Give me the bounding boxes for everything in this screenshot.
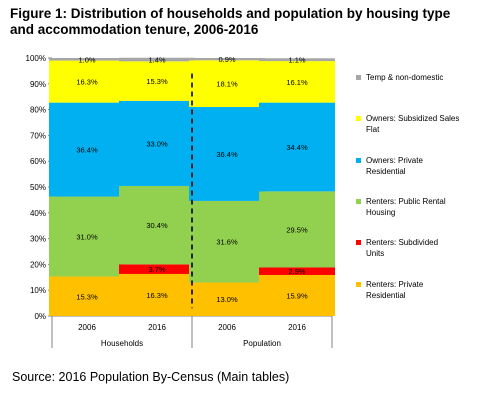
y-tick-label: 40% bbox=[30, 209, 46, 218]
y-tick-label: 60% bbox=[30, 157, 46, 166]
data-label: 36.4% bbox=[216, 150, 238, 159]
legend-swatch bbox=[356, 116, 361, 121]
bar-segment bbox=[259, 61, 335, 103]
data-label: 15.3% bbox=[146, 77, 168, 86]
legend-swatch bbox=[356, 158, 361, 163]
x-tick-label: 2006 bbox=[218, 323, 236, 332]
bar-segment bbox=[119, 185, 195, 265]
bar-segment bbox=[49, 102, 125, 197]
legend-label: Owners: Private Residential bbox=[366, 156, 423, 176]
data-label: 1.1% bbox=[288, 56, 305, 65]
y-tick-label: 70% bbox=[30, 131, 46, 140]
data-label: 29.5% bbox=[286, 225, 308, 234]
legend-label: Renters: Public Rental Housing bbox=[366, 197, 446, 217]
bar-segment bbox=[259, 274, 335, 316]
data-label: 1.0% bbox=[78, 55, 95, 64]
data-label: 34.4% bbox=[286, 143, 308, 152]
data-label: 33.0% bbox=[146, 139, 168, 148]
source-note: Source: 2016 Population By-Census (Main … bbox=[12, 370, 290, 384]
data-label: 0.9% bbox=[218, 55, 235, 64]
bar-segment bbox=[189, 282, 265, 316]
stacked-bar-chart: 0% 10% 20% 30% 40% 50% 60% 70% 80% 90% 100% 15.3% 31… bbox=[26, 54, 459, 348]
bar-segment bbox=[259, 191, 335, 268]
bar-segment bbox=[119, 264, 195, 274]
bar-segment bbox=[189, 107, 265, 201]
data-label: 16.1% bbox=[286, 78, 308, 87]
legend-label: Renters: Subdivided Units bbox=[366, 238, 438, 258]
legend-swatch bbox=[356, 199, 361, 204]
legend-swatch bbox=[356, 75, 361, 80]
bar-segment bbox=[119, 273, 195, 316]
x-tick-label: 2006 bbox=[78, 323, 96, 332]
data-label: 15.3% bbox=[76, 292, 98, 301]
bar-segment bbox=[189, 200, 265, 283]
group-label: Households bbox=[101, 339, 143, 348]
y-tick-label: 50% bbox=[30, 183, 46, 192]
data-label: 30.4% bbox=[146, 221, 168, 230]
data-label: 16.3% bbox=[76, 78, 98, 87]
bar-segment bbox=[119, 57, 195, 62]
y-tick-label: 90% bbox=[30, 80, 46, 89]
y-tick-label: 100% bbox=[26, 54, 46, 63]
legend-label: Temp & non-domestic bbox=[366, 73, 443, 82]
legend-swatch bbox=[356, 282, 361, 287]
data-label: 2.9% bbox=[288, 267, 305, 276]
bar-segment bbox=[49, 196, 125, 277]
chart-title: Figure 1: Distribution of households and… bbox=[10, 6, 451, 37]
group-label: Population bbox=[243, 339, 281, 348]
x-tick-label: 2016 bbox=[288, 323, 306, 332]
x-tick-label: 2016 bbox=[148, 323, 166, 332]
bar-segment bbox=[259, 267, 335, 275]
y-tick-label: 20% bbox=[30, 260, 46, 269]
data-label: 18.1% bbox=[216, 80, 238, 89]
data-label: 13.0% bbox=[216, 295, 238, 304]
bar-segment bbox=[259, 102, 335, 192]
y-tick-label: 30% bbox=[30, 235, 46, 244]
data-label: 31.0% bbox=[76, 233, 98, 242]
bar-segment bbox=[189, 58, 265, 61]
data-label: 36.4% bbox=[76, 146, 98, 155]
y-tick-label: 0% bbox=[34, 312, 46, 321]
legend-label: Owners: Subsidized Sales Flat bbox=[366, 114, 459, 134]
bar-segment bbox=[119, 100, 195, 186]
legend-label: Renters: Private Residential bbox=[366, 280, 424, 300]
legend-swatch bbox=[356, 240, 361, 245]
data-label: 16.3% bbox=[146, 291, 168, 300]
data-label: 31.6% bbox=[216, 238, 238, 247]
bar-segment bbox=[119, 61, 195, 101]
data-label: 15.9% bbox=[286, 291, 308, 300]
bar-segment bbox=[49, 58, 125, 61]
bar-segment bbox=[259, 58, 335, 62]
y-tick-label: 80% bbox=[30, 106, 46, 115]
bar-segment bbox=[189, 60, 265, 108]
data-label: 1.4% bbox=[148, 56, 165, 65]
bar-segment bbox=[49, 276, 125, 316]
bar-segment bbox=[49, 60, 125, 103]
y-tick-label: 10% bbox=[30, 286, 46, 295]
data-label: 3.7% bbox=[148, 265, 165, 274]
